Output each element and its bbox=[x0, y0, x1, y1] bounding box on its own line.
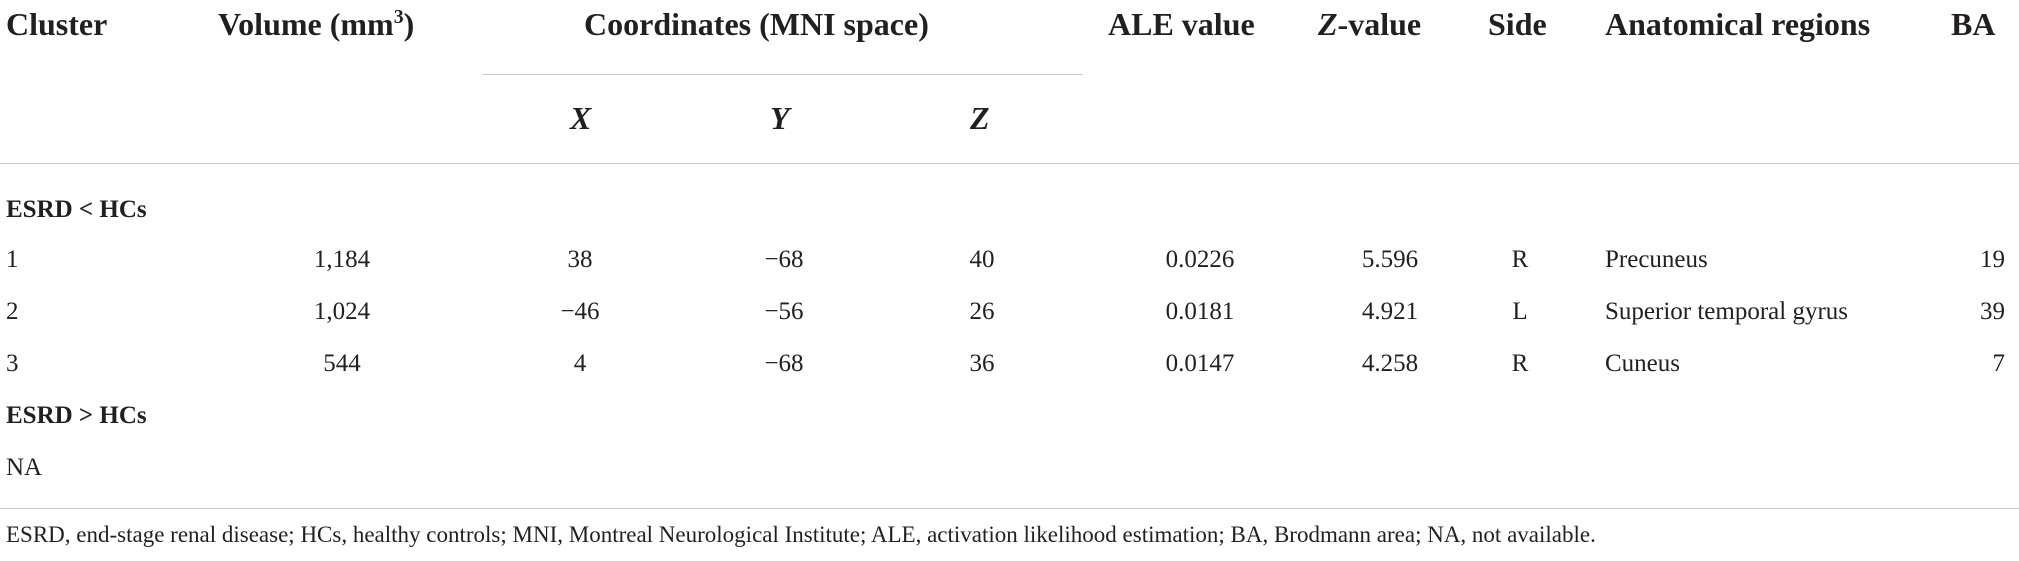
cell-y: −68 bbox=[764, 350, 804, 377]
cell-region: Precuneus bbox=[1605, 246, 1708, 273]
group-note: NA bbox=[6, 454, 43, 481]
cell-cluster: 1 bbox=[6, 246, 19, 273]
header-anatomical-regions: Anatomical regions bbox=[1605, 6, 1871, 42]
cell-ba: 39 bbox=[1980, 298, 2005, 325]
header-y: Y bbox=[770, 100, 790, 136]
cell-region: Superior temporal gyrus bbox=[1605, 298, 1849, 325]
cell-side: R bbox=[1511, 350, 1529, 377]
cell-volume: 1,024 bbox=[313, 298, 371, 325]
cell-volume: 544 bbox=[323, 350, 361, 377]
cell-region: Cuneus bbox=[1605, 350, 1680, 377]
cell-y: −68 bbox=[764, 246, 804, 273]
header-coordinates: Coordinates (MNI space) bbox=[584, 6, 929, 42]
cell-ale: 0.0181 bbox=[1165, 298, 1235, 325]
cell-ale: 0.0226 bbox=[1165, 246, 1235, 273]
group-label: ESRD < HCs bbox=[6, 196, 147, 223]
cell-side: L bbox=[1512, 298, 1528, 325]
cell-x: 4 bbox=[573, 350, 587, 377]
header-volume: Volume (mm3) bbox=[218, 6, 415, 42]
cell-z: 36 bbox=[969, 350, 995, 377]
header-cluster: Cluster bbox=[6, 6, 108, 42]
coordinates-rule bbox=[483, 74, 1083, 75]
cell-x: −46 bbox=[560, 298, 600, 325]
cell-cluster: 2 bbox=[6, 298, 19, 325]
header-x: X bbox=[570, 100, 592, 136]
cell-side: R bbox=[1511, 246, 1529, 273]
header-side: Side bbox=[1488, 6, 1547, 42]
cell-ale: 0.0147 bbox=[1165, 350, 1235, 377]
cell-z: 40 bbox=[969, 246, 995, 273]
cell-ba: 19 bbox=[1980, 246, 2005, 273]
cell-ba: 7 bbox=[1992, 350, 2006, 377]
cell-x: 38 bbox=[567, 246, 593, 273]
cell-y: −56 bbox=[764, 298, 804, 325]
header-z: Z bbox=[970, 100, 990, 136]
header-z-value: Z-value bbox=[1318, 6, 1422, 42]
group-label: ESRD > HCs bbox=[6, 402, 147, 429]
cell-cluster: 3 bbox=[6, 350, 19, 377]
table-bottom-rule bbox=[0, 508, 2019, 509]
cell-z-value: 4.258 bbox=[1361, 350, 1419, 377]
cell-z-value: 5.596 bbox=[1361, 246, 1419, 273]
cell-volume: 1,184 bbox=[313, 246, 371, 273]
cell-z-value: 4.921 bbox=[1361, 298, 1419, 325]
header-ale-value: ALE value bbox=[1108, 6, 1255, 42]
cell-z: 26 bbox=[969, 298, 995, 325]
header-ba: BA bbox=[1951, 6, 1996, 42]
table-footnote: ESRD, end-stage renal disease; HCs, heal… bbox=[6, 522, 1596, 547]
header-rule bbox=[0, 163, 2019, 164]
